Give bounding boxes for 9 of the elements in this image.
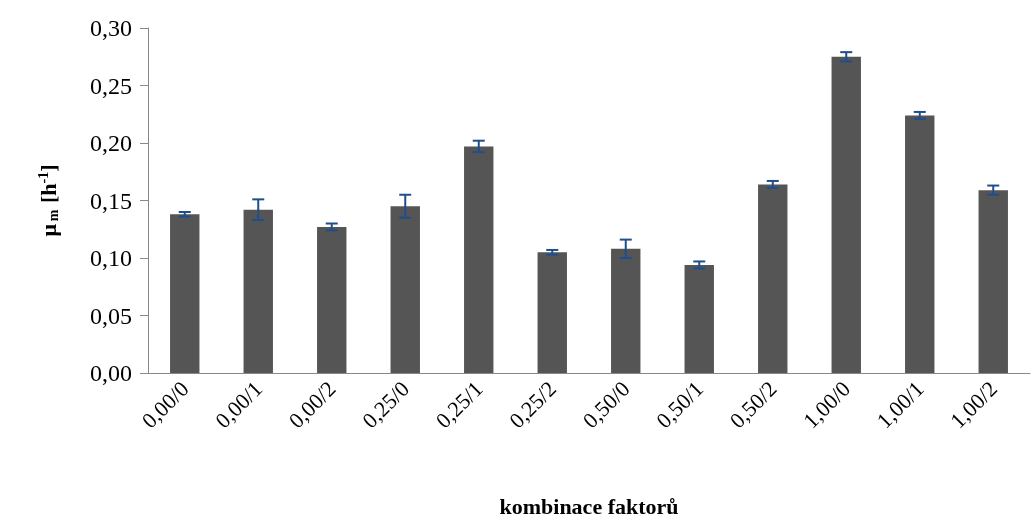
y-tick-label: 0,20 <box>90 130 132 156</box>
y-tick-label: 0,25 <box>90 72 132 99</box>
x-axis-title: kombinace faktorů <box>499 493 679 519</box>
y-tick-label: 0,10 <box>90 245 132 271</box>
y-axis-title: μm [h-1] <box>35 164 61 237</box>
y-tick-label: 0,05 <box>90 302 132 329</box>
y-tick-label: 0,30 <box>90 15 132 41</box>
y-tick-label: 0,15 <box>90 187 132 214</box>
y-tick-label: 0,00 <box>90 360 132 386</box>
